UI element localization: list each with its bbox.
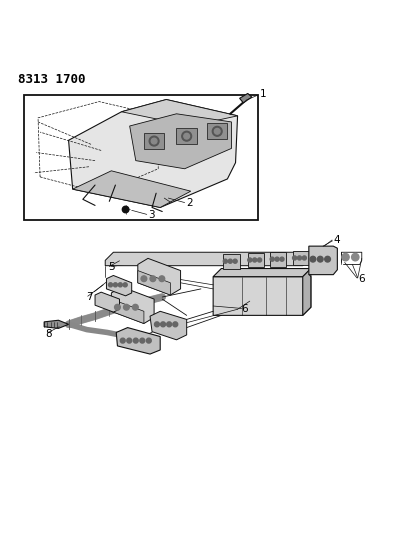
Polygon shape (111, 287, 154, 324)
Polygon shape (239, 93, 251, 103)
Circle shape (301, 256, 306, 260)
Polygon shape (150, 311, 186, 340)
Polygon shape (106, 276, 131, 296)
Polygon shape (121, 100, 237, 126)
Circle shape (118, 283, 122, 287)
Polygon shape (105, 252, 310, 265)
Circle shape (141, 276, 146, 281)
Polygon shape (44, 320, 68, 328)
Circle shape (159, 276, 164, 281)
Polygon shape (137, 259, 180, 295)
Polygon shape (95, 292, 119, 312)
Polygon shape (176, 128, 196, 144)
Circle shape (126, 338, 131, 343)
Polygon shape (137, 271, 170, 295)
Polygon shape (129, 114, 231, 169)
Circle shape (149, 136, 159, 146)
Circle shape (146, 338, 151, 343)
Polygon shape (116, 328, 160, 354)
Circle shape (279, 257, 283, 261)
Bar (24, 95, 257, 220)
Circle shape (150, 276, 155, 281)
Polygon shape (68, 100, 237, 207)
Text: 6: 6 (240, 304, 247, 314)
Circle shape (351, 254, 358, 261)
Circle shape (247, 258, 251, 262)
Circle shape (270, 257, 274, 261)
Circle shape (309, 256, 315, 262)
Text: 2: 2 (186, 198, 192, 208)
Circle shape (123, 304, 129, 310)
Circle shape (108, 283, 112, 287)
Circle shape (223, 259, 227, 263)
Polygon shape (207, 123, 227, 140)
Circle shape (113, 283, 117, 287)
Polygon shape (213, 269, 310, 277)
Circle shape (297, 256, 301, 260)
Circle shape (139, 338, 144, 343)
Circle shape (183, 133, 189, 139)
Polygon shape (144, 133, 164, 149)
Circle shape (123, 283, 127, 287)
Circle shape (274, 257, 279, 261)
Circle shape (122, 206, 128, 213)
Text: 3: 3 (148, 210, 154, 220)
Circle shape (166, 322, 171, 327)
Text: 6: 6 (357, 274, 364, 284)
Circle shape (160, 322, 165, 327)
Circle shape (154, 322, 159, 327)
Circle shape (233, 259, 236, 263)
Circle shape (292, 256, 296, 260)
Circle shape (133, 338, 138, 343)
Circle shape (151, 138, 157, 144)
Circle shape (181, 131, 191, 141)
Polygon shape (213, 277, 310, 316)
Polygon shape (247, 253, 263, 268)
Polygon shape (270, 252, 286, 266)
Circle shape (228, 259, 232, 263)
Circle shape (173, 322, 177, 327)
Circle shape (257, 258, 261, 262)
Polygon shape (308, 246, 337, 274)
Circle shape (120, 338, 125, 343)
Circle shape (341, 254, 348, 261)
Polygon shape (111, 299, 144, 324)
Circle shape (132, 304, 138, 310)
Text: 7: 7 (86, 292, 92, 302)
Circle shape (212, 126, 222, 136)
Polygon shape (302, 269, 310, 316)
Circle shape (324, 256, 330, 262)
Polygon shape (72, 171, 190, 207)
Circle shape (115, 304, 120, 310)
Text: 4: 4 (333, 235, 339, 245)
Polygon shape (292, 251, 308, 265)
Text: 5: 5 (108, 262, 115, 272)
Circle shape (214, 128, 220, 134)
Text: 8: 8 (45, 329, 52, 338)
Circle shape (317, 256, 322, 262)
Polygon shape (223, 254, 239, 269)
Circle shape (252, 258, 256, 262)
Text: 1: 1 (259, 89, 266, 99)
Text: 8313 1700: 8313 1700 (18, 73, 85, 86)
